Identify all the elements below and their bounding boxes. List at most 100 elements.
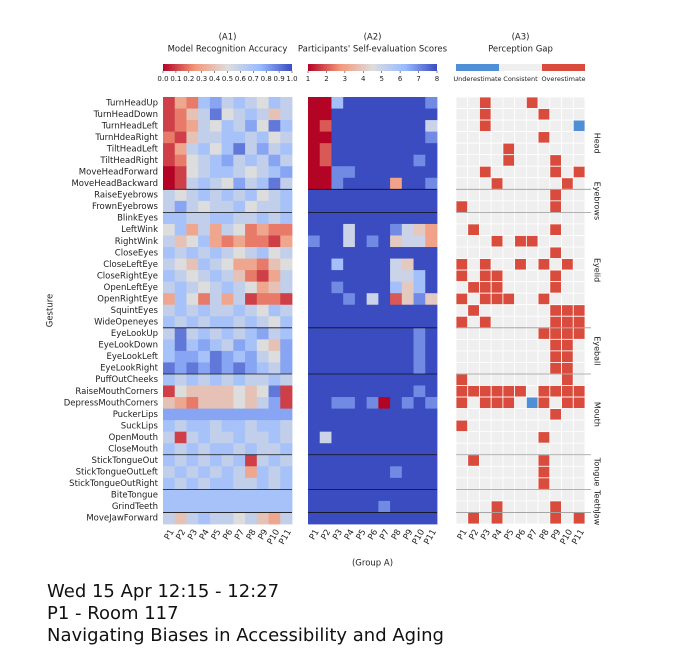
heatmap-cell (209, 500, 223, 513)
heatmap-cell (233, 466, 246, 479)
heatmap-cell (221, 327, 234, 340)
x-tick-label: P11 (570, 528, 587, 547)
heatmap-cell (163, 350, 176, 363)
heatmap-cell (233, 270, 246, 283)
heatmap-cell (256, 223, 269, 236)
heatmap-cell (366, 385, 379, 398)
heatmap-cell (549, 188, 562, 202)
heatmap-cell (479, 454, 492, 467)
heatmap-cell (561, 512, 574, 525)
heatmap-cell (343, 154, 356, 167)
colorbar-label: Underestimate (453, 75, 501, 83)
heatmap-cell (245, 223, 258, 236)
heatmap-cell (221, 477, 234, 490)
heatmap-cell (209, 235, 223, 248)
heatmap-cell (319, 235, 332, 248)
heatmap-cell (198, 420, 211, 433)
heatmap-cell (490, 396, 504, 409)
heatmap-cell (268, 143, 281, 156)
heatmap-cell (572, 350, 586, 363)
heatmap-cell (233, 235, 246, 248)
heatmap-cell (331, 154, 344, 167)
heatmap-cell (479, 292, 492, 306)
heatmap-cell (401, 235, 414, 248)
row-label: TurnHdeaRight (94, 133, 158, 143)
heatmap-cell (280, 408, 293, 421)
heatmap-cell (366, 304, 379, 317)
heatmap-cell (256, 500, 269, 513)
heatmap-cell (308, 189, 321, 202)
heatmap-cell (525, 385, 539, 398)
x-tick-label: P5 (355, 528, 369, 542)
heatmap-cell (514, 258, 527, 271)
heatmap-cell (319, 385, 332, 398)
heatmap-cell (343, 293, 356, 306)
x-tick-label: P2 (174, 528, 188, 542)
heatmap-cell (467, 235, 480, 248)
heatmap-cell (280, 339, 293, 352)
heatmap-cell (343, 362, 356, 375)
heatmap-cell (479, 177, 492, 190)
session-time: Wed 15 Apr 12:15 - 12:27 (47, 581, 279, 602)
heatmap-cell (401, 431, 414, 444)
heatmap-cell (331, 293, 344, 306)
heatmap-cell (308, 466, 321, 479)
heatmap-cell (221, 500, 234, 513)
heatmap-cell (233, 304, 246, 317)
heatmap-cell (233, 247, 246, 259)
heatmap-cell (209, 362, 223, 375)
x-tick-label: P8 (245, 528, 259, 542)
heatmap-cell (502, 269, 516, 283)
colorbar-label: 1.0 (286, 75, 297, 83)
heatmap-cell (467, 269, 480, 283)
heatmap-cell (233, 477, 246, 490)
heatmap-cell (256, 454, 269, 467)
heatmap-cell (319, 270, 332, 283)
heatmap-cell (561, 223, 574, 236)
heatmap-cell (467, 281, 480, 294)
heatmap-cell (198, 293, 211, 306)
heatmap-cell (245, 270, 258, 283)
heatmap-cell (537, 235, 551, 248)
heatmap-cell (174, 373, 187, 386)
heatmap-cell (525, 212, 539, 225)
heatmap-cell (221, 131, 234, 144)
heatmap-cell (174, 189, 187, 202)
heatmap-cell (354, 189, 368, 202)
heatmap-cell (209, 270, 223, 283)
heatmap-cell (343, 281, 356, 294)
heatmap-cell (331, 443, 344, 456)
heatmap-cell (366, 466, 379, 479)
heatmap-cell (163, 477, 176, 490)
heatmap-cell (268, 327, 281, 340)
heatmap-cell (343, 466, 356, 479)
colorbar-label: 0.1 (170, 75, 181, 83)
heatmap-cell (561, 315, 574, 329)
heatmap-cell (186, 177, 199, 190)
heatmap-cell (401, 270, 414, 283)
row-label: FrownEyebrows (92, 202, 159, 212)
heatmap-cell (467, 108, 480, 121)
heatmap-cell (455, 304, 469, 317)
heatmap-cell (209, 189, 223, 202)
heatmap-cell (331, 177, 344, 190)
heatmap-cell (479, 96, 492, 109)
heatmap-cell (572, 281, 586, 294)
heatmap-cell (174, 258, 187, 271)
heatmap-cell (413, 350, 426, 363)
heatmap-cell (390, 362, 403, 375)
heatmap-cell (425, 235, 438, 248)
heatmap-cell (319, 304, 332, 317)
heatmap-cell (308, 212, 321, 225)
heatmap-cell (572, 177, 586, 190)
heatmap-cell (390, 304, 403, 317)
heatmap-cell (221, 408, 234, 421)
heatmap-cell (198, 373, 211, 386)
heatmap-cell (163, 500, 176, 513)
heatmap-cell (245, 281, 258, 294)
heatmap-cell (198, 200, 211, 213)
heatmap-cell (378, 477, 391, 490)
heatmap-cell (537, 362, 551, 375)
heatmap-cell (467, 373, 480, 386)
heatmap-cell (401, 166, 414, 179)
